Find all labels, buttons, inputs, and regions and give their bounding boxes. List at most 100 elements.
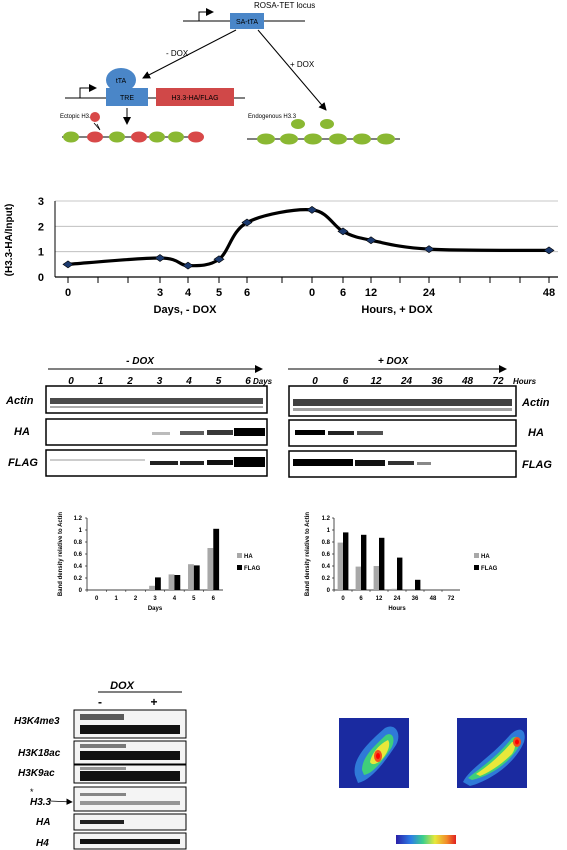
blot-right-unit: Hours <box>513 377 537 386</box>
lane-label: 0 <box>312 376 318 387</box>
bar-ha <box>355 566 361 590</box>
bar-y-tick: 0.8 <box>74 540 83 546</box>
bar-y-tick: 0 <box>327 588 331 594</box>
blot-row-actin-left: Actin <box>5 395 34 407</box>
x-tick-label: 0 <box>309 287 315 299</box>
bar-y-tick: 1 <box>327 528 331 534</box>
ectopic-chromatin-nucleosomes <box>63 131 204 143</box>
bar-y-tick: 0.2 <box>322 576 331 582</box>
bar-x-tick: 0 <box>341 596 345 602</box>
free-nucleosome-1 <box>291 119 305 129</box>
row-h33: H3.3 <box>30 797 52 808</box>
lane-label: 2 <box>126 376 133 387</box>
bar-x-tick: 2 <box>134 596 138 602</box>
lane-label: 5 <box>216 376 222 387</box>
bar-ha <box>391 588 397 590</box>
x-tick-label: 12 <box>365 287 377 299</box>
data-point <box>213 255 225 264</box>
bar-flag <box>155 577 161 590</box>
y-tick-label: 0 <box>38 272 44 284</box>
blot-left-lane-labels: 0 1 2 3 4 5 6 <box>68 376 251 387</box>
row-h3k4me3: H3K4me3 <box>14 716 60 727</box>
blot-h3k18ac <box>73 740 187 765</box>
bar-x-tick: 36 <box>412 596 419 602</box>
exchange-arrows <box>93 122 101 131</box>
bar-y-tick: 1 <box>79 528 83 534</box>
tta-protein <box>106 68 136 92</box>
bar-x-tick: 0 <box>95 596 99 602</box>
blot-right-lane-labels: 0 6 12 24 36 48 72 <box>312 376 504 387</box>
bar-flag <box>174 575 181 590</box>
heatmap-left <box>339 718 409 788</box>
lane-label: 48 <box>461 376 474 387</box>
bar-ha <box>188 564 194 590</box>
lane-label: 3 <box>157 376 163 387</box>
blot-row-ha-left: HA <box>14 426 30 438</box>
bar-flag <box>379 537 385 590</box>
blot-left-ha <box>45 418 268 446</box>
blot-h3k4me3 <box>73 709 187 739</box>
blot-row-actin-right: Actin <box>521 397 550 409</box>
lane-label: 24 <box>400 376 413 387</box>
endogenous-chromatin-nucleosomes <box>257 133 395 145</box>
bar-x-tick: 1 <box>114 596 118 602</box>
lane-label: 4 <box>185 376 192 387</box>
nucleosome <box>257 133 275 145</box>
bar-flag <box>193 565 200 590</box>
bar-ha <box>168 574 175 590</box>
lane-label: 72 <box>492 376 504 387</box>
blot-left-unit: Days <box>253 377 273 386</box>
bar-flag <box>415 579 421 590</box>
legend-label: HA <box>244 554 253 560</box>
legend-swatch <box>474 553 479 558</box>
x-tick-label: 24 <box>423 287 436 299</box>
row-ha: HA <box>36 817 50 828</box>
nucleosome <box>329 133 347 145</box>
bar-x-tick: 4 <box>173 596 177 602</box>
nucleosome <box>109 131 125 143</box>
x-tick-label: 48 <box>543 287 555 299</box>
bar-ylabel: Band density relative to Actin <box>58 512 64 596</box>
data-point <box>543 246 555 255</box>
nucleosome <box>377 133 395 145</box>
tre-box <box>106 88 148 106</box>
bar-xlabel: Hours <box>388 606 406 612</box>
bar-y-tick: 0.6 <box>322 552 331 558</box>
nucleosome <box>280 133 298 145</box>
y-tick-label: 1 <box>38 247 44 259</box>
bar-chart-hours: Band density relative to Actin 0 0.2 0.4 0.6… <box>305 512 498 612</box>
nucleosome <box>131 131 147 143</box>
data-point <box>62 260 74 269</box>
blot-right-ha <box>288 419 517 447</box>
h33-arrow <box>49 798 73 805</box>
x-tick-label: 5 <box>216 287 222 299</box>
blot-row-ha-right: HA <box>528 427 544 439</box>
legend-swatch <box>237 553 242 558</box>
blot-right-flag <box>288 450 517 478</box>
free-nucleosome-2 <box>320 119 334 129</box>
data-point <box>337 227 349 236</box>
nucleosome <box>87 131 103 143</box>
line-chart-points <box>62 206 555 270</box>
line-chart-x-tickmarks <box>67 277 550 283</box>
legend-label: HA <box>481 554 490 560</box>
data-point <box>241 218 253 227</box>
lane-minus: - <box>98 695 102 709</box>
legend-label: FLAG <box>481 566 498 572</box>
bar-xlabel: Days <box>148 606 163 612</box>
bar-x-tick: 72 <box>448 596 455 602</box>
nucleosome <box>353 133 371 145</box>
bar-ylabel: Band density relative to Actin <box>305 512 311 596</box>
bar-x-tick: 24 <box>394 596 401 602</box>
blot-right-header: + DOX <box>378 356 410 367</box>
plus-dox-arrow <box>257 29 327 111</box>
tre-label: TRE <box>120 95 134 102</box>
lane-label: 6 <box>245 376 251 387</box>
row-h3k9ac: H3K9ac <box>18 768 55 779</box>
bar-y-tick: 0.6 <box>74 552 83 558</box>
blot-left-header: - DOX <box>126 356 155 367</box>
heatmap-colorbar <box>396 835 456 844</box>
data-point <box>423 245 435 253</box>
legend-swatch <box>474 565 479 570</box>
